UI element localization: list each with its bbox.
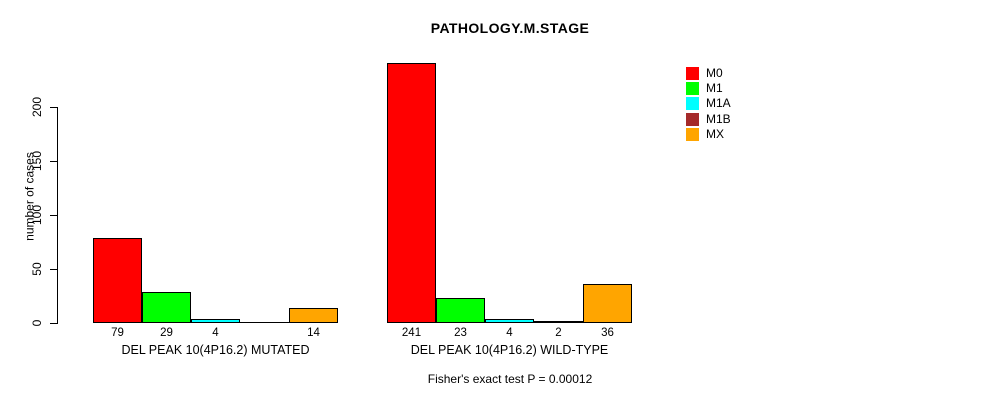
bar-value-label: 23 (454, 327, 467, 339)
group-label: DEL PEAK 10(4P16.2) WILD-TYPE (410, 343, 609, 357)
bar-value-label: 14 (307, 327, 320, 339)
y-tick-mark (50, 107, 57, 108)
y-tick-label: 0 (30, 319, 44, 327)
y-tick-mark (50, 323, 57, 324)
bar-value-label: 2 (555, 327, 562, 339)
bar-M1 (142, 292, 191, 323)
bar-value-label: 4 (506, 327, 513, 339)
bar-MX (289, 308, 338, 323)
bar-M0 (387, 63, 436, 323)
y-tick-mark (50, 161, 57, 162)
y-tick-label: 200 (30, 96, 44, 118)
group-label: DEL PEAK 10(4P16.2) MUTATED (121, 343, 310, 357)
y-tick-mark (50, 215, 57, 216)
bar-value-label: 29 (160, 327, 173, 339)
chart-title: PATHOLOGY.M.STAGE (430, 20, 590, 36)
bar-M1A (191, 319, 240, 323)
annotation-text: Fisher's exact test P = 0.00012 (427, 372, 593, 386)
bar-M0 (93, 238, 142, 323)
bar-value-label: 79 (111, 327, 124, 339)
bar-value-label: 241 (401, 327, 422, 339)
bar-value-label: 4 (212, 327, 219, 339)
bar-value-label: 36 (601, 327, 614, 339)
y-tick-label: 50 (30, 262, 44, 276)
y-tick-mark (50, 269, 57, 270)
y-tick-label: 100 (30, 204, 44, 226)
bar-M1B-zero (240, 322, 289, 323)
y-axis-line (57, 107, 58, 324)
bar-M1A (485, 319, 534, 323)
bar-M1 (436, 298, 485, 323)
bar-M1B (534, 321, 583, 323)
y-tick-label: 150 (30, 150, 44, 172)
bar-MX (583, 284, 632, 323)
